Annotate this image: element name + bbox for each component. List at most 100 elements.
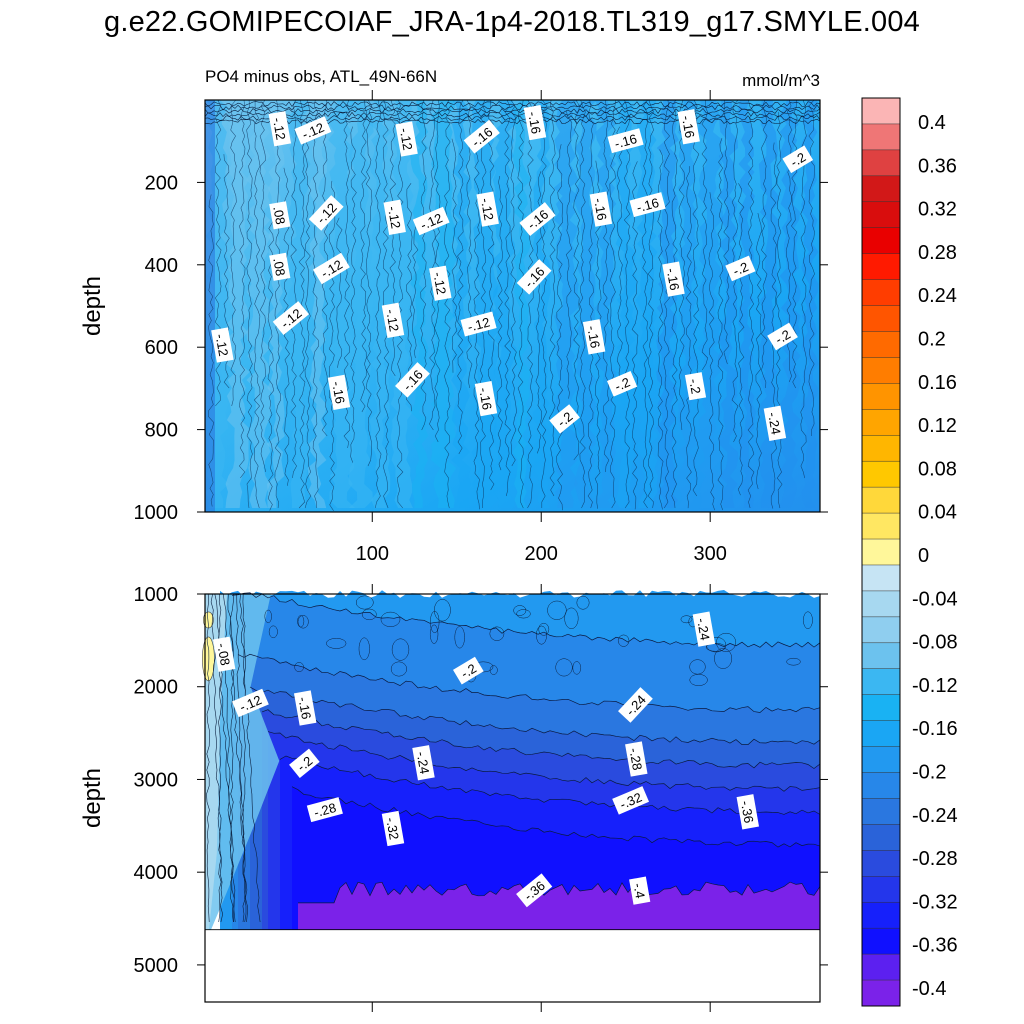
contour-label: -.24 xyxy=(412,745,435,781)
lower-contour-blob xyxy=(297,615,305,628)
contour-label: -.2 xyxy=(289,748,320,778)
colorbar-swatch xyxy=(862,564,900,592)
lower-contour-blob xyxy=(547,600,567,620)
upper-surface-contour xyxy=(204,111,821,118)
colorbar-label: -0.08 xyxy=(912,632,958,654)
lower-fill-layer xyxy=(298,882,820,930)
upper-contour-line xyxy=(457,99,464,455)
contour-label-box xyxy=(516,259,552,295)
upper-contour-line xyxy=(671,99,678,509)
contour-label-box xyxy=(289,748,320,778)
contour-label: -.32 xyxy=(381,810,405,847)
upper-contour-line xyxy=(517,99,524,509)
contour-label: .08 xyxy=(269,201,291,230)
contour-label-box xyxy=(516,873,553,908)
contour-label: -.16 xyxy=(474,380,498,417)
upper-surface-contour xyxy=(204,101,821,108)
contour-label-text: -.16 xyxy=(584,325,603,350)
lower-contour-blob xyxy=(564,607,579,629)
upper-contour-line xyxy=(770,142,778,509)
contour-label: -.12 xyxy=(294,116,332,145)
colorbar-swatch xyxy=(862,668,900,695)
upper-contour-line xyxy=(678,99,686,431)
contour-label-box xyxy=(395,362,430,398)
colorbar-label: 0.36 xyxy=(918,155,957,177)
contour-label-text: -.2 xyxy=(612,374,632,394)
contour-label: -.16 xyxy=(582,319,606,355)
contour-label-box xyxy=(293,690,317,726)
upper-contour-line xyxy=(510,99,517,467)
upper-contour-line xyxy=(375,99,382,509)
lower-contour-line xyxy=(261,709,821,769)
lower-contour-blob xyxy=(294,662,304,673)
contour-label-box xyxy=(308,195,344,231)
lower-contour-blob xyxy=(714,648,733,669)
upper-contour-line xyxy=(487,99,495,491)
colorbar-label: 0.4 xyxy=(918,112,946,134)
y-tick-label: 3000 xyxy=(134,769,179,791)
contour-label-box xyxy=(629,876,651,905)
colorbar-label: -0.12 xyxy=(912,675,958,697)
contour-label-box xyxy=(625,741,648,777)
upper-fill-band xyxy=(676,100,699,508)
contour-label: -.32 xyxy=(612,786,650,815)
contour-label: -.12 xyxy=(231,688,269,718)
contour-label-box xyxy=(306,797,343,823)
upper-contour-line xyxy=(717,138,724,511)
upper-contour-line xyxy=(360,99,367,413)
y-tick-label: 800 xyxy=(145,420,178,442)
upper-contour-line xyxy=(692,99,700,497)
lower-contour-blob xyxy=(434,599,451,622)
upper-contour-line xyxy=(444,99,451,509)
contour-label-text: -.16 xyxy=(635,195,661,215)
upper-contour-line xyxy=(343,99,351,449)
colorbar-swatch xyxy=(862,487,900,514)
colorbar-label: 0.2 xyxy=(918,329,946,351)
colorbar-swatch xyxy=(862,590,900,618)
x-tick-label: 300 xyxy=(693,543,726,565)
colorbar-swatch xyxy=(862,850,900,877)
upper-contour-line xyxy=(701,99,709,371)
colorbar-label: 0.24 xyxy=(918,285,957,307)
contour-label-text: -.12 xyxy=(397,127,416,152)
contour-label-text: -.16 xyxy=(613,131,639,151)
colorbar-label: 0 xyxy=(918,545,929,567)
contour-label-box xyxy=(582,319,606,355)
contour-label: -.12 xyxy=(268,111,292,147)
upper-contour-line xyxy=(208,194,215,507)
upper-fill-band xyxy=(266,100,286,508)
lower-y-axis-title: depth xyxy=(79,768,106,828)
contour-label: -.28 xyxy=(625,741,648,777)
upper-contour-line xyxy=(556,144,563,511)
colorbar-swatch xyxy=(862,746,900,773)
y-tick-label: 400 xyxy=(145,255,178,277)
lower-contour-line xyxy=(279,755,821,815)
figure-title: g.e22.GOMIPECOIAF_JRA-1p4-2018.TL319_g17… xyxy=(104,6,920,38)
lower-contour-blob xyxy=(680,615,693,624)
upper-fill-band xyxy=(451,100,472,508)
lower-positive-blob xyxy=(202,636,215,682)
x-tick-label: 100 xyxy=(356,543,389,565)
lower-contour-labels: -.08-.12 -.16-.2 -.24-.28-.32-.2-.24-.24-.… xyxy=(212,611,760,908)
contour-label-box xyxy=(612,786,650,815)
colorbar: 0.4 0.36 0.32 0.28 0.24 0.2 0.16 0.12 0.08 0.04 0 -… xyxy=(861,97,958,1007)
contour-label-text: -.4 xyxy=(630,882,647,900)
contour-label: -.36 xyxy=(736,794,760,830)
upper-fill-band xyxy=(369,100,392,508)
contour-label-text: -.16 xyxy=(525,110,544,135)
contour-label-box xyxy=(412,206,450,236)
upper-fill-band xyxy=(225,100,250,508)
contour-label: -.12 xyxy=(381,302,405,338)
contour-label: -.12 xyxy=(476,191,499,227)
lower-contour-blob xyxy=(536,625,547,645)
lower-contour-blob xyxy=(361,608,377,621)
colorbar-label: -0.04 xyxy=(912,588,958,610)
colorbar-swatch xyxy=(862,980,900,1007)
colorbar-swatch xyxy=(862,357,900,384)
upper-contour-line xyxy=(663,99,670,509)
colorbar-swatch xyxy=(862,279,900,306)
contour-label: -.12 xyxy=(211,327,234,363)
colorbar-swatch xyxy=(862,876,900,903)
contour-label-box xyxy=(618,687,653,723)
upper-contour-line xyxy=(623,99,631,509)
